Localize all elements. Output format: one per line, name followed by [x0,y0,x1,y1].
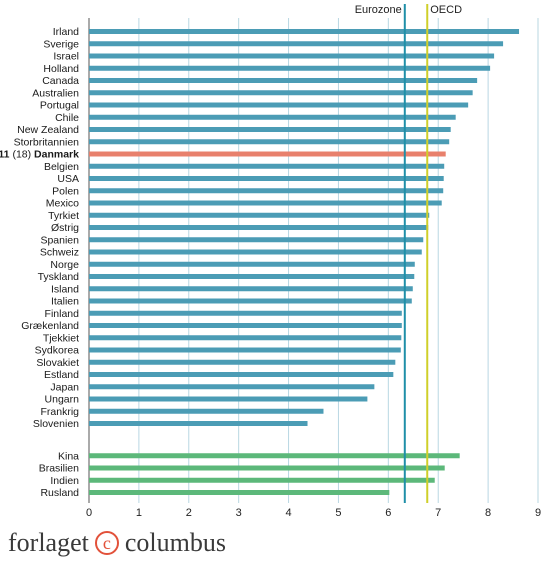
logo-text-right: columbus [124,528,226,557]
category-label: Rusland [40,487,79,499]
rank-label: 11 [0,149,12,161]
category-label: Indien [50,475,79,487]
bar [89,372,394,377]
x-tick-label: 0 [86,507,92,519]
bar [89,29,520,34]
category-label: Schweiz [40,247,79,259]
category-label: Polen [52,185,79,197]
bar [89,347,401,353]
bar [89,163,445,169]
category-label: Estland [44,369,79,381]
category-label: Tyskland [38,271,80,283]
bar [89,335,402,341]
category-label: Japan [50,381,79,393]
bar [89,114,456,120]
category-label: Israel [53,51,79,63]
bar [89,200,442,206]
bar [89,90,473,96]
category-label: Slovakiet [36,357,79,369]
bar [89,490,390,495]
category-label: New Zealand [17,124,79,136]
bar [89,453,460,459]
x-tick-label: 1 [136,507,142,519]
bar [89,102,469,108]
category-label: 11 (18) Danmark [0,149,79,161]
bar [89,408,324,414]
bar [89,139,450,145]
bar [89,274,415,279]
category-label: Chile [55,112,79,124]
category-label: Australien [32,87,79,99]
publisher-logo: forlaget c columbus [8,528,226,558]
category-label: Brasilien [39,463,79,475]
category-label: Portugal [40,100,79,112]
bar [89,421,308,426]
copyright-c-icon: c [94,531,119,555]
category-label: Belgien [44,161,79,173]
x-tick-label: 5 [335,507,341,519]
bar [89,237,424,243]
category-label: Kina [58,450,79,462]
bar [89,261,415,267]
reference-label: Eurozone [355,4,402,16]
bar [89,396,368,402]
bar [89,53,495,59]
category-label: Tyrkiet [48,210,79,222]
bar [89,323,402,328]
category-label: Tjekkiet [43,332,79,344]
category-label: Finland [45,308,80,320]
bar [89,310,402,316]
logo-text-left: forlaget [8,528,89,557]
category-label: Ungarn [45,394,80,406]
category-label: Irland [53,26,79,38]
category-label: Norge [50,259,79,271]
category-label: USA [57,173,79,185]
category-label: Østrig [51,222,79,234]
category-label: Grækenland [21,320,79,332]
country-name: Danmark [34,149,79,161]
reference-label: OECD [430,4,462,16]
bar [89,127,451,132]
bar [89,298,412,304]
x-axis-ticks: 0 1 2 3 4 5 6 7 8 9 [86,507,541,519]
bar [89,384,375,390]
bar [89,225,429,230]
bar [89,151,446,157]
category-label: Sverige [43,38,79,50]
bar [89,359,396,365]
x-tick-label: 3 [236,507,242,519]
x-tick-label: 6 [385,507,391,519]
bar [89,188,444,194]
bar [89,286,413,292]
bar [89,65,491,71]
x-tick-label: 2 [186,507,192,519]
bar [89,78,478,83]
x-tick-label: 8 [485,507,491,519]
category-label: Island [51,283,79,295]
grid-lines [88,18,539,503]
bar [89,41,504,47]
rank-note: (18) [12,149,34,161]
bar [89,176,444,181]
bar-chart: IrlandSverigeIsraelHollandCanadaAustrali… [0,4,541,519]
x-tick-label: 4 [285,507,291,519]
x-tick-label: 7 [435,507,441,519]
bar [89,477,435,483]
bar [89,249,422,255]
category-label: Storbritannien [14,136,80,148]
category-label: Holland [43,63,79,75]
category-label: Frankrig [40,406,79,418]
category-label: Canada [42,75,79,87]
x-tick-label: 9 [535,507,541,519]
bar [89,212,430,218]
category-labels: IrlandSverigeIsraelHollandCanadaAustrali… [0,26,79,499]
category-label: Italien [51,296,79,308]
reference-lines: Eurozone OECD [355,4,462,503]
category-label: Sydkorea [35,345,80,357]
category-label: Mexico [46,198,79,210]
category-label: Slovenien [33,418,79,430]
bars [89,29,520,495]
category-label: Spanien [40,234,79,246]
bar [89,465,445,471]
